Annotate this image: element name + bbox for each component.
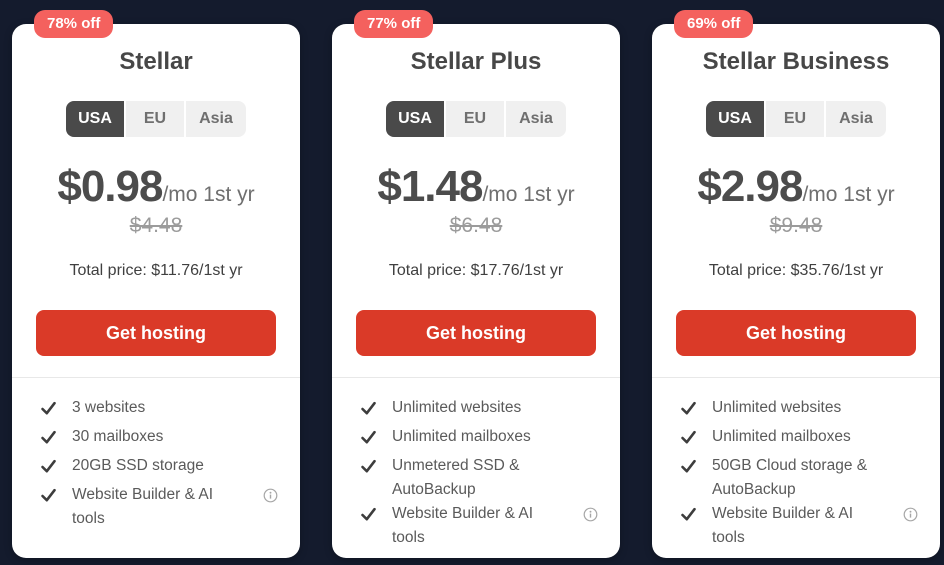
old-price: $9.48 [769,214,823,237]
pricing-card-stellar-plus: 77% off Stellar Plus USA EU Asia $1.48 /… [332,10,620,558]
feature-item: Website Builder & AI tools [680,502,918,550]
feature-item: 30 mailboxes [40,425,278,454]
tab-usa[interactable]: USA [706,101,764,137]
check-icon [40,396,72,425]
feature-text: Unmetered SSD & AutoBackup [392,457,520,498]
price-block: $2.98 /mo 1st yr [652,163,940,211]
pricing-card-stellar: 78% off Stellar USA EU Asia $0.98 /mo 1s… [12,10,300,558]
datacenter-region-tabs: USA EU Asia [386,101,566,137]
check-icon [360,425,392,454]
tab-eu[interactable]: EU [766,101,824,137]
check-icon [680,396,712,425]
feature-item: Unlimited mailboxes [680,425,918,454]
info-icon[interactable] [903,507,918,522]
info-icon[interactable] [263,488,278,503]
datacenter-region-tabs: USA EU Asia [706,101,886,137]
price-suffix: /mo 1st yr [482,183,575,206]
tab-asia[interactable]: Asia [826,101,886,137]
total-price: Total price: $35.76/1st yr [708,262,884,279]
price-block: $1.48 /mo 1st yr [332,163,620,211]
feature-text: Unlimited websites [712,399,842,416]
features-list: 3 websites 30 mailboxes 20GB SSD storage… [12,377,300,531]
feature-item: 20GB SSD storage [40,454,278,483]
price-amount: $2.98 [697,162,803,211]
feature-text: 3 websites [72,399,146,416]
check-icon [680,425,712,454]
feature-text: 20GB SSD storage [72,457,204,474]
tab-eu[interactable]: EU [126,101,184,137]
feature-item: Website Builder & AI tools [360,502,598,550]
check-icon [680,502,712,531]
tab-asia[interactable]: Asia [186,101,246,137]
feature-text: 30 mailboxes [72,428,164,445]
feature-text: Website Builder & AI tools [72,486,214,527]
pricing-card-stellar-business: 69% off Stellar Business USA EU Asia $2.… [652,10,940,558]
price-suffix: /mo 1st yr [802,183,895,206]
check-icon [360,454,392,483]
plan-title: Stellar Business [702,48,890,75]
old-price: $6.48 [449,214,503,237]
price-amount: $1.48 [377,162,483,211]
get-hosting-button[interactable]: Get hosting [676,310,916,356]
price-suffix: /mo 1st yr [162,183,255,206]
feature-item: 3 websites [40,396,278,425]
plan-title: Stellar Plus [410,48,542,75]
get-hosting-button[interactable]: Get hosting [356,310,596,356]
old-price: $4.48 [129,214,183,237]
feature-text: Unlimited mailboxes [392,428,531,445]
discount-badge: 69% off [674,10,754,38]
info-icon[interactable] [583,507,598,522]
total-price: Total price: $11.76/1st yr [69,262,243,279]
features-list: Unlimited websites Unlimited mailboxes U… [332,377,620,550]
get-hosting-button[interactable]: Get hosting [36,310,276,356]
total-price: Total price: $17.76/1st yr [388,262,564,279]
check-icon [360,502,392,531]
tab-usa[interactable]: USA [386,101,444,137]
feature-text: Unlimited websites [392,399,522,416]
features-list: Unlimited websites Unlimited mailboxes 5… [652,377,940,550]
check-icon [680,454,712,483]
check-icon [360,396,392,425]
feature-item: Unlimited mailboxes [360,425,598,454]
tab-asia[interactable]: Asia [506,101,566,137]
feature-text: Website Builder & AI tools [392,505,534,546]
feature-item: Unmetered SSD & AutoBackup [360,454,598,502]
feature-text: Unlimited mailboxes [712,428,851,445]
tab-eu[interactable]: EU [446,101,504,137]
feature-item: Website Builder & AI tools [40,483,278,531]
feature-text: Website Builder & AI tools [712,505,854,546]
feature-item: Unlimited websites [680,396,918,425]
check-icon [40,425,72,454]
check-icon [40,454,72,483]
datacenter-region-tabs: USA EU Asia [66,101,246,137]
feature-text: 50GB Cloud storage & AutoBackup [712,457,868,498]
feature-item: Unlimited websites [360,396,598,425]
discount-badge: 78% off [34,10,114,38]
price-block: $0.98 /mo 1st yr [12,163,300,211]
check-icon [40,483,72,512]
feature-item: 50GB Cloud storage & AutoBackup [680,454,918,502]
discount-badge: 77% off [354,10,434,38]
tab-usa[interactable]: USA [66,101,124,137]
price-amount: $0.98 [57,162,163,211]
plan-title: Stellar [119,48,193,75]
